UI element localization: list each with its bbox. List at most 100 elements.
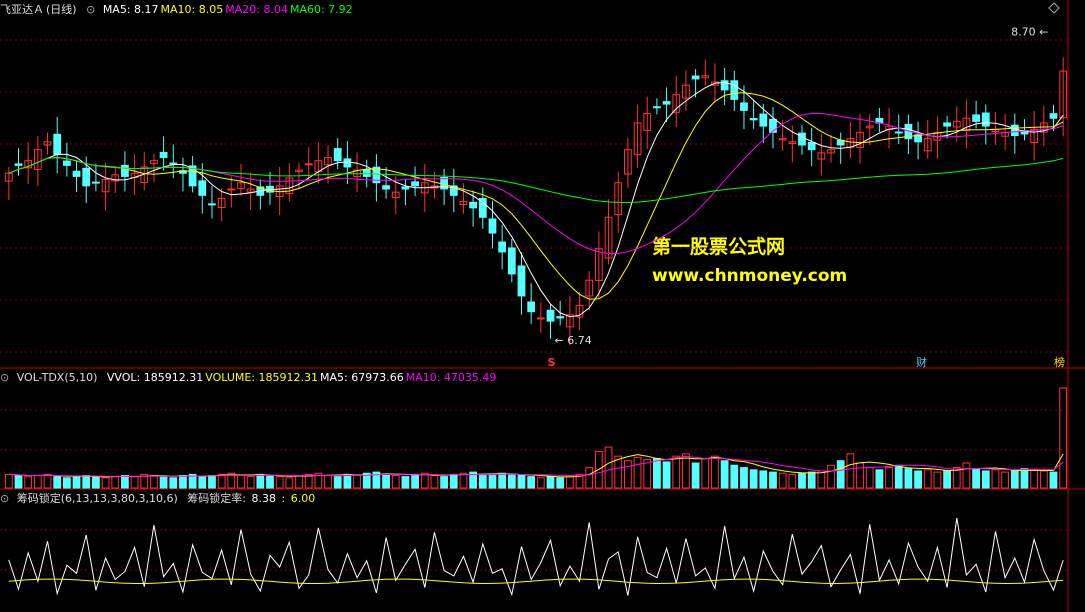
candle-body xyxy=(217,197,226,209)
volume-bar xyxy=(362,472,371,489)
candle-body xyxy=(159,151,168,159)
diamond-icon xyxy=(1048,2,1060,14)
lock-indicator-name[interactable]: 筹码锁定(6,13,13,3,80,3,10,6) xyxy=(16,492,178,505)
volume-indicator-name[interactable]: VOL-TDX(5,10) xyxy=(16,371,98,384)
candle-body xyxy=(894,131,903,134)
volume-bar xyxy=(856,462,864,489)
volume-bar xyxy=(972,468,980,489)
volume-bar xyxy=(527,476,536,489)
volume-bar xyxy=(1001,471,1010,489)
candle-body xyxy=(662,101,671,105)
volume-bar xyxy=(62,477,71,489)
volume-bar xyxy=(875,469,884,489)
candle-body xyxy=(1049,113,1058,119)
volume-ma10-line xyxy=(8,455,1064,477)
lock-header: ⊙ 筹码锁定(6,13,13,3,80,3,10,6) 筹码锁定率: 8.38 … xyxy=(0,491,317,507)
candle-body xyxy=(372,166,381,184)
volume-bar xyxy=(275,476,284,489)
volume-bar xyxy=(682,453,690,489)
candle-body xyxy=(169,162,178,165)
chevron-down-icon[interactable]: ⊙ xyxy=(0,492,10,505)
candle-body xyxy=(923,138,932,152)
volume-bar xyxy=(159,476,168,489)
volume-bar xyxy=(411,473,419,489)
candle-body xyxy=(972,114,980,122)
volume-bar xyxy=(101,477,110,489)
volume-bar xyxy=(778,472,787,489)
lock-sep: : xyxy=(281,492,286,505)
candle-body xyxy=(43,141,52,146)
candle-body xyxy=(856,131,864,148)
volume-bar xyxy=(285,477,294,489)
candle-body xyxy=(208,203,216,206)
volume-bar xyxy=(943,470,951,489)
vol-legend-0: VVOL: 185912.31 xyxy=(106,371,204,384)
candle-body xyxy=(865,125,874,129)
candle-body xyxy=(682,84,690,99)
volume-bar xyxy=(556,477,565,489)
volume-bar xyxy=(179,475,187,489)
candle-body xyxy=(246,188,255,193)
volume-bar xyxy=(246,476,255,489)
candle-body xyxy=(914,134,922,143)
volume-bar xyxy=(817,470,826,489)
candle-body xyxy=(343,158,352,168)
candle-body xyxy=(478,197,487,218)
candle-body xyxy=(817,152,826,160)
candle-body xyxy=(53,133,62,155)
main-legend-0: MA5: 8.17 xyxy=(102,3,159,16)
candle-body xyxy=(624,149,632,175)
chevron-down-icon[interactable]: ⊙ xyxy=(86,3,96,16)
volume-bar xyxy=(1059,387,1068,489)
volume-bar xyxy=(478,473,487,489)
volume-bar xyxy=(314,472,323,489)
candle-body xyxy=(121,164,129,177)
candle-body xyxy=(333,148,342,162)
ranking-marker: 榜 xyxy=(1054,355,1065,369)
volume-bar xyxy=(807,471,816,489)
candle-body xyxy=(72,170,81,177)
volume-bar xyxy=(353,475,361,489)
volume-bar xyxy=(53,476,62,489)
volume-bar xyxy=(121,475,129,489)
volume-bar xyxy=(488,475,497,489)
volume-bar xyxy=(324,475,332,489)
volume-bar xyxy=(643,459,652,489)
volume-bar xyxy=(865,467,874,489)
candle-body xyxy=(111,174,120,182)
volume-bar xyxy=(111,476,120,489)
candle-body xyxy=(33,149,42,170)
chevron-down-icon[interactable]: ⊙ xyxy=(0,371,10,384)
candle-body xyxy=(198,180,207,196)
candle-body xyxy=(92,181,100,184)
candle-body xyxy=(188,165,197,187)
volume-bar xyxy=(914,470,922,489)
volume-bar xyxy=(624,460,632,489)
candle-body xyxy=(730,80,739,100)
volume-bar xyxy=(575,473,584,489)
lock-label: 筹码锁定率: xyxy=(187,492,246,505)
candle-body xyxy=(24,160,33,169)
finance-marker: 财 xyxy=(916,355,927,369)
lock-ma-line xyxy=(8,578,1064,585)
vol-legend-1: VOLUME: 185912.31 xyxy=(205,371,318,384)
vol-legend-3: MA10: 47035.49 xyxy=(405,371,497,384)
candle-body xyxy=(594,248,603,281)
candle-body xyxy=(488,218,497,234)
volume-bar xyxy=(991,469,1000,489)
volume-bar xyxy=(517,475,526,489)
volume-bar xyxy=(711,455,719,489)
candle-body xyxy=(807,141,816,151)
volume-bar xyxy=(672,455,681,489)
volume-bar xyxy=(33,475,42,489)
period-label[interactable]: (日线) xyxy=(46,3,77,16)
candle-body xyxy=(691,75,700,80)
ma60-line xyxy=(8,156,1064,204)
volume-bar xyxy=(981,470,990,489)
volume-bar xyxy=(343,473,352,489)
volume-bar xyxy=(933,471,942,489)
volume-bar xyxy=(449,473,458,489)
volume-bar xyxy=(846,453,855,489)
stock-name[interactable]: 飞亚达Ａ xyxy=(0,3,44,16)
